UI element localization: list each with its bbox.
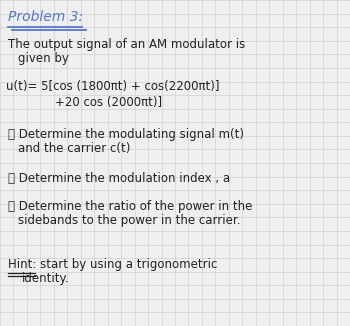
Text: sidebands to the power in the carrier.: sidebands to the power in the carrier.	[18, 214, 240, 227]
Text: given by: given by	[18, 52, 69, 65]
Text: u(t)= 5[cos (1800πt) + cos(2200πt)]: u(t)= 5[cos (1800πt) + cos(2200πt)]	[6, 80, 219, 93]
Text: Hint: start by using a trigonometric: Hint: start by using a trigonometric	[8, 258, 217, 271]
Text: +20 cos (2000πt)]: +20 cos (2000πt)]	[55, 96, 162, 109]
Text: and the carrier c(t): and the carrier c(t)	[18, 142, 130, 155]
Text: Problem 3:: Problem 3:	[8, 10, 83, 24]
Text: ⓒ Determine the ratio of the power in the: ⓒ Determine the ratio of the power in th…	[8, 200, 252, 213]
Text: ⓐ Determine the modulating signal m(t): ⓐ Determine the modulating signal m(t)	[8, 128, 244, 141]
Text: identity.: identity.	[22, 272, 70, 285]
Text: ⓑ Determine the modulation index , a: ⓑ Determine the modulation index , a	[8, 172, 230, 185]
Text: The output signal of an AM modulator is: The output signal of an AM modulator is	[8, 38, 245, 51]
